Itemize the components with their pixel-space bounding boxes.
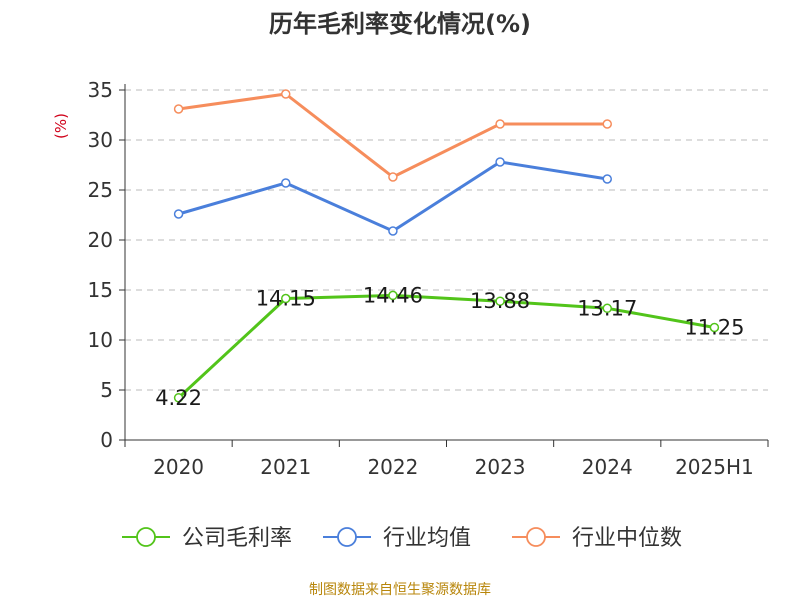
data-point (709, 322, 720, 333)
legend-label: 行业均值 (383, 526, 471, 551)
data-point (388, 290, 398, 301)
legend-item[interactable]: 公司毛利率 (122, 526, 292, 551)
legend-label: 公司毛利率 (182, 526, 292, 551)
data-point (495, 119, 505, 129)
data-point (281, 293, 291, 304)
y-tick-label: 35 (88, 78, 113, 102)
data-point (602, 303, 612, 314)
data-point (495, 296, 505, 306)
data-point (388, 226, 398, 236)
series-lines (173, 89, 720, 403)
data-point (602, 174, 612, 184)
legend-item[interactable]: 行业均值 (323, 526, 471, 551)
legend-item[interactable]: 行业中位数 (512, 526, 682, 551)
y-tick-label: 10 (88, 328, 113, 352)
data-point (173, 209, 184, 219)
data-label: 4.22 (155, 386, 202, 410)
x-tick-label: 2022 (367, 455, 418, 479)
data-point (602, 119, 612, 129)
legend[interactable]: 公司毛利率 行业均值 行业中位数 (122, 526, 682, 551)
data-point (281, 89, 291, 99)
data-label: 13.17 (577, 296, 637, 320)
x-tick-label: 2025H1 (675, 455, 754, 479)
data-label: 11.25 (684, 316, 744, 340)
x-tick-label: 2023 (475, 455, 526, 479)
series-line (177, 293, 715, 399)
data-point (173, 104, 184, 114)
y-tick-label: 15 (88, 278, 113, 302)
data-point (173, 393, 184, 403)
y-tick-label: 30 (88, 128, 113, 152)
legend-label: 行业中位数 (572, 526, 682, 551)
y-axis-label: (%) (52, 113, 70, 139)
y-tick-label: 5 (100, 378, 113, 402)
data-label: 14.15 (256, 287, 316, 311)
axes: 0 5 10 15 20 25 30 35 2020 2021 2022 2023 2024 2025H1 (88, 78, 769, 479)
chart-title: 历年毛利率变化情况(%) (269, 10, 531, 38)
y-tick-label: 0 (100, 428, 113, 452)
data-labels: 4.22 14.15 14.46 13.88 13.17 11.25 (155, 283, 744, 409)
legend-marker-icon (337, 527, 357, 547)
legend-marker-icon (526, 527, 546, 547)
data-point (281, 178, 291, 188)
y-tick-label: 25 (88, 178, 113, 202)
data-point (495, 157, 505, 167)
x-tick-label: 2024 (582, 455, 633, 479)
y-tick-label: 20 (88, 228, 113, 252)
x-tick-label: 2020 (153, 455, 204, 479)
data-source-note: 制图数据来自恒生聚源数据库 (309, 582, 491, 598)
data-label: 14.46 (363, 283, 423, 307)
gridlines (125, 89, 768, 391)
legend-marker-icon (136, 527, 156, 547)
x-tick-label: 2021 (260, 455, 311, 479)
series-line (178, 92, 608, 179)
data-point (388, 172, 398, 182)
data-label: 13.88 (470, 289, 530, 313)
